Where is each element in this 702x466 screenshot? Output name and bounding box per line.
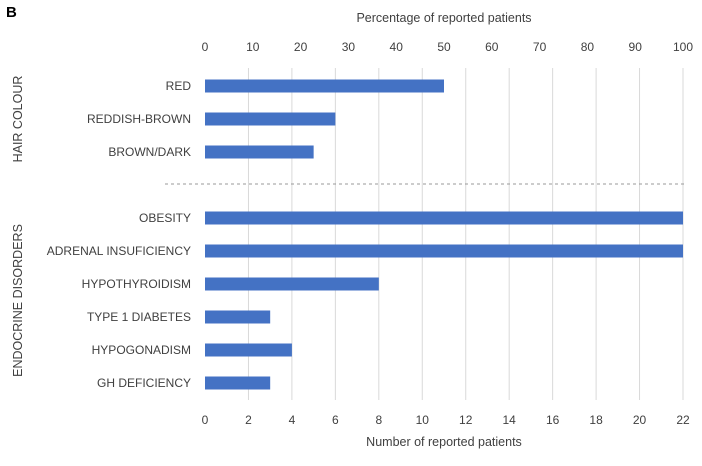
top-tick-label: 40 xyxy=(390,40,404,54)
x-tick-label: 2 xyxy=(245,413,252,427)
x-tick-label: 0 xyxy=(202,413,209,427)
category-label: OBESITY xyxy=(139,211,191,225)
category-label: TYPE 1 DIABETES xyxy=(87,310,191,324)
top-axis-title: Percentage of reported patients xyxy=(356,11,531,25)
x-tick-label: 6 xyxy=(332,413,339,427)
category-label: GH DEFICIENCY xyxy=(97,376,191,390)
bar xyxy=(205,79,444,93)
bar xyxy=(205,112,336,126)
group-label: HAIR COLOUR xyxy=(11,76,25,163)
bar xyxy=(205,277,379,291)
category-label: HYPOTHYROIDISM xyxy=(82,277,191,291)
bars xyxy=(205,79,683,390)
top-tick-label: 60 xyxy=(485,40,499,54)
top-tick-label: 70 xyxy=(533,40,547,54)
category-label: REDDISH-BROWN xyxy=(87,112,191,126)
top-tick-label: 10 xyxy=(246,40,260,54)
x-tick-label: 12 xyxy=(459,413,473,427)
category-labels: RED REDDISH-BROWN BROWN/DARK OBESITY ADRENAL… xyxy=(47,79,192,390)
category-label: RED xyxy=(166,79,192,93)
bar xyxy=(205,244,683,258)
x-tick-label: 18 xyxy=(589,413,603,427)
bar xyxy=(205,211,683,225)
top-tick-label: 80 xyxy=(581,40,595,54)
x-axis-title: Number of reported patients xyxy=(366,435,522,449)
top-tick-label: 100 xyxy=(673,40,693,54)
x-tick-label: 20 xyxy=(633,413,647,427)
top-tick-label: 50 xyxy=(437,40,451,54)
x-tick-label: 22 xyxy=(676,413,690,427)
bar xyxy=(205,376,271,390)
x-tick-label: 8 xyxy=(375,413,382,427)
top-tick-label: 30 xyxy=(342,40,356,54)
x-axis-ticks: 0 2 4 6 8 10 12 14 16 18 20 22 xyxy=(202,413,690,427)
category-label: BROWN/DARK xyxy=(108,145,191,159)
x-tick-label: 14 xyxy=(503,413,517,427)
group-labels: HAIR COLOUR ENDOCRINE DISORDERS xyxy=(11,76,25,377)
x-tick-label: 4 xyxy=(289,413,296,427)
top-tick-label: 0 xyxy=(202,40,209,54)
category-label: HYPOGONADISM xyxy=(92,343,191,357)
panel-label: B xyxy=(6,4,17,21)
category-label: ADRENAL INSUFICIENCY xyxy=(47,244,191,258)
group-label: ENDOCRINE DISORDERS xyxy=(11,224,25,377)
bar xyxy=(205,343,292,357)
x-tick-label: 10 xyxy=(416,413,430,427)
bar xyxy=(205,310,271,324)
bar xyxy=(205,145,314,159)
top-tick-label: 20 xyxy=(294,40,308,54)
x-tick-label: 16 xyxy=(546,413,560,427)
top-axis-ticks: 0 10 20 30 40 50 60 70 80 90 100 xyxy=(202,40,694,54)
top-tick-label: 90 xyxy=(629,40,643,54)
